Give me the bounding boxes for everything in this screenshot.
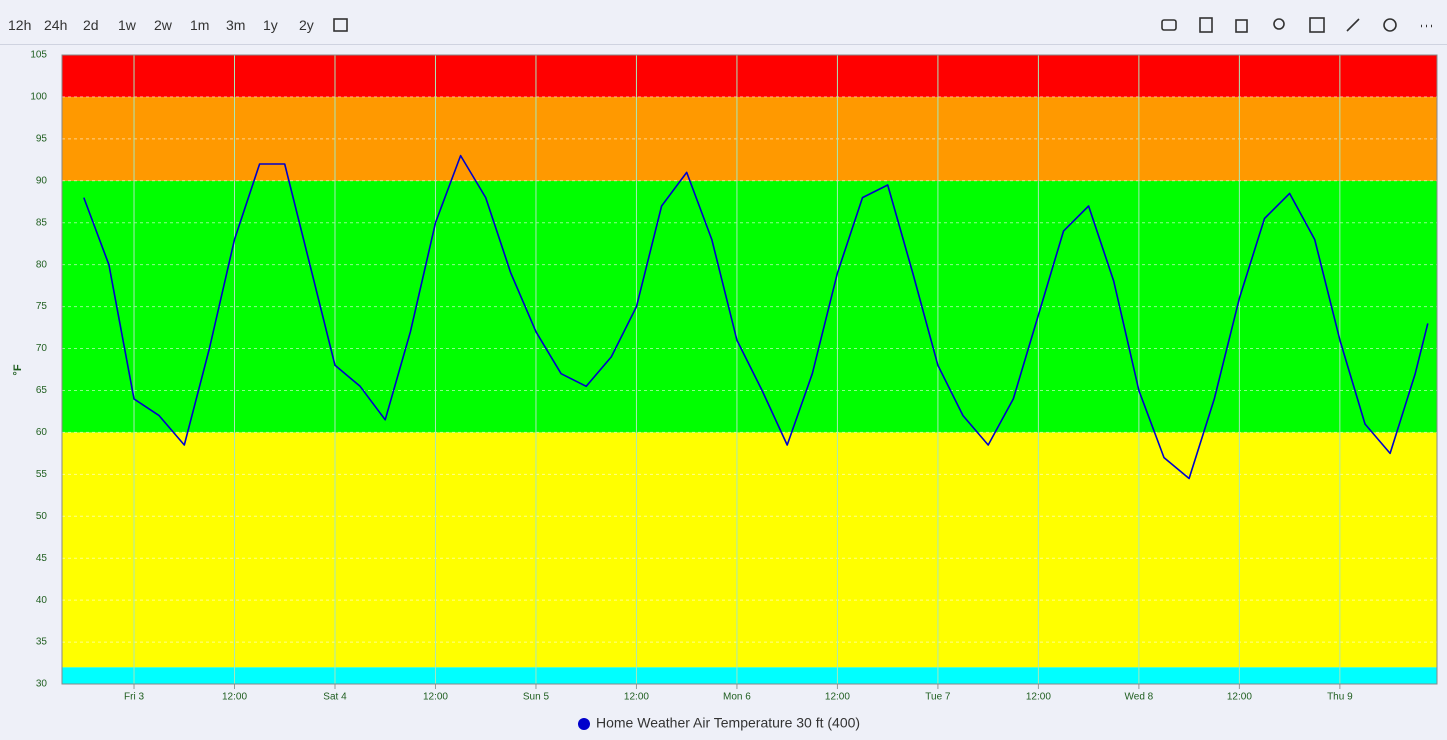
x-tick-label: 12:00 [222,692,247,703]
y-tick-label: 40 [36,595,48,606]
y-tick-label: 105 [30,50,47,61]
y-tick-label: 65 [36,385,48,396]
plot-band [62,432,1437,668]
range-button[interactable]: 2d [83,17,99,33]
x-tick-label: Tue 7 [925,692,951,703]
y-tick-label: 75 [36,301,48,312]
x-tick-label: Sat 4 [323,692,347,703]
y-tick-label: 50 [36,511,48,522]
range-button[interactable]: 1w [118,17,136,33]
x-tick-label: Fri 3 [124,692,144,703]
legend-label: Home Weather Air Temperature 30 ft (400) [596,715,860,731]
camera-icon[interactable] [1161,19,1177,31]
y-tick-label: 35 [36,637,48,648]
y-tick-label: 45 [36,553,48,564]
zoom-icon[interactable] [1273,18,1285,30]
copy-icon[interactable] [1235,19,1248,33]
fullscreen-icon[interactable] [1346,18,1360,32]
plot-band [62,55,1437,97]
x-tick-label: Wed 8 [1125,692,1154,703]
plot-band [62,667,1437,684]
chart: °F 30 35 40 45 50 55 60 65 70 75 80 85 90 95 100 105 Fri… [12,50,1438,731]
range-button[interactable]: 2y [299,17,314,33]
y-tick-label: 70 [36,343,48,354]
y-tick-label: 80 [36,259,48,270]
y-tick-label: 95 [36,134,48,145]
legend-marker [578,718,590,730]
range-button[interactable]: 24h [44,17,68,33]
range-button[interactable]: 3m [226,17,246,33]
refresh-icon[interactable] [1383,18,1397,32]
toolbar-icons [333,17,1432,33]
table-icon[interactable] [1199,17,1213,33]
x-tick-label: Sun 5 [523,692,550,703]
line-series [83,154,1429,480]
y-tick-label: 100 [30,92,47,103]
x-tick-label: 12:00 [825,692,850,703]
range-button[interactable]: 1y [263,17,278,33]
toolbar: 12h 24h 2d 1w 2w 1m 3m 1y 2y [0,0,1447,45]
range-button[interactable]: 2w [154,17,172,33]
x-tick-label: 12:00 [423,692,448,703]
x-tick-label: Thu 9 [1327,692,1353,703]
y-tick-label: 90 [36,175,48,186]
range-button[interactable]: 12h [8,17,32,33]
y-axis-label: °F [12,364,24,375]
grid-icon[interactable] [1309,17,1325,33]
y-tick-label: 55 [36,469,48,480]
range-button[interactable]: 1m [190,17,210,33]
plot-border [61,54,1438,685]
y-tick-label: 85 [36,217,48,228]
x-tick-label: 12:00 [1026,692,1051,703]
y-tick-label: 60 [36,427,48,438]
y-tick-label: 30 [36,679,48,690]
x-tick-label: 12:00 [1227,692,1252,703]
x-tick-label: Mon 6 [723,692,751,703]
x-tick-label: 12:00 [624,692,649,703]
calendar-icon[interactable] [333,18,348,32]
